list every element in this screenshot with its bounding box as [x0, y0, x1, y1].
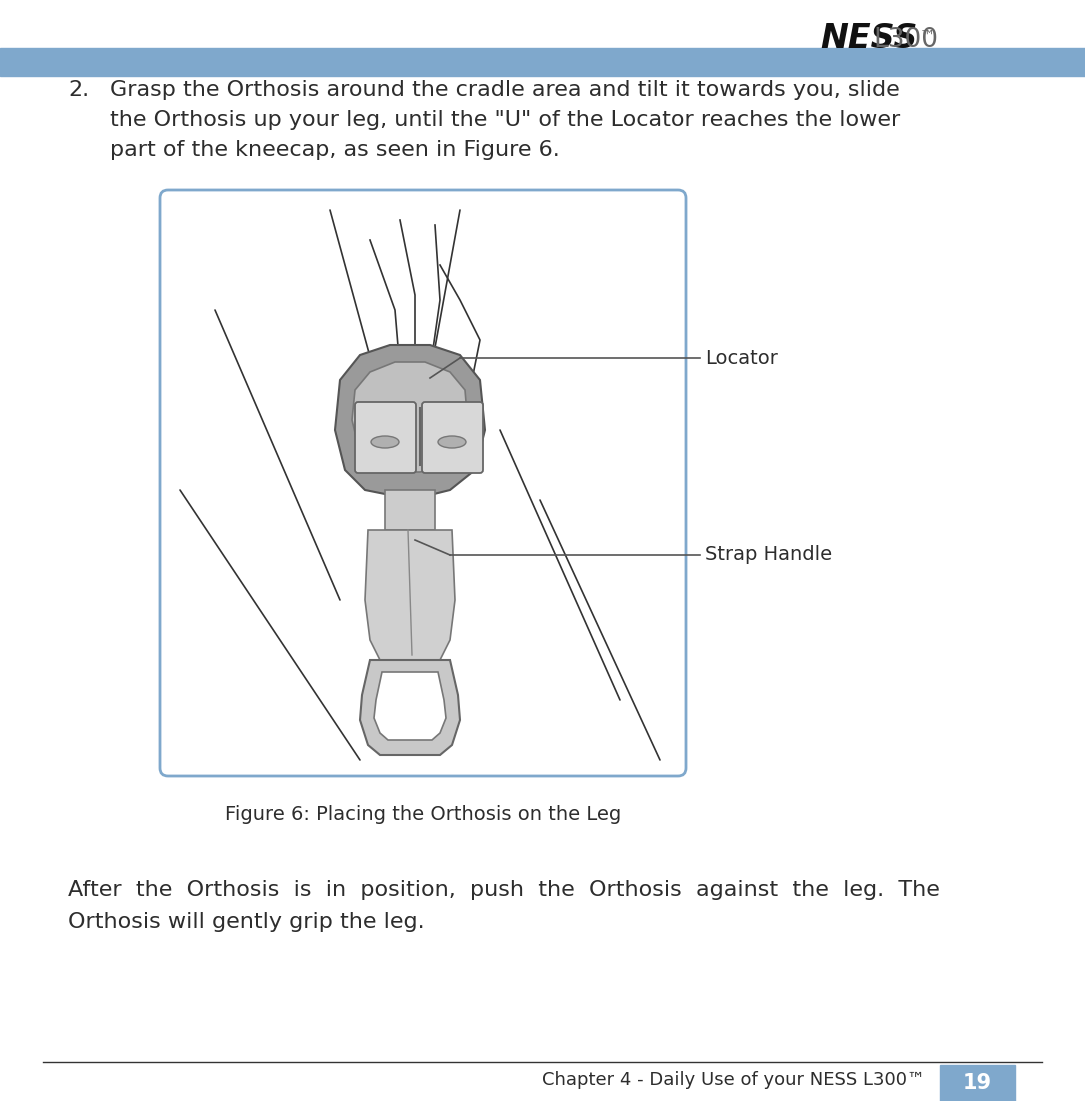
Text: Grasp the Orthosis around the cradle area and tilt it towards you, slide: Grasp the Orthosis around the cradle are…	[110, 80, 899, 100]
Text: ™: ™	[920, 29, 935, 44]
Polygon shape	[374, 672, 446, 740]
Polygon shape	[360, 659, 460, 755]
Bar	[940, 1065, 1014, 1101]
FancyBboxPatch shape	[355, 402, 416, 473]
Text: 2.: 2.	[68, 80, 89, 100]
Bar	[0, 48, 1085, 76]
Ellipse shape	[438, 436, 465, 448]
Text: After  the  Orthosis  is  in  position,  push  the  Orthosis  against  the  leg.: After the Orthosis is in position, push …	[68, 880, 940, 900]
FancyBboxPatch shape	[422, 402, 483, 473]
Polygon shape	[352, 362, 468, 472]
Polygon shape	[365, 530, 455, 659]
Text: Locator: Locator	[705, 349, 778, 368]
Text: 19: 19	[963, 1073, 992, 1093]
Ellipse shape	[371, 436, 399, 448]
Text: Chapter 4 - Daily Use of your NESS L300™: Chapter 4 - Daily Use of your NESS L300™	[542, 1071, 926, 1089]
Text: L300: L300	[873, 28, 939, 53]
Text: the Orthosis up your leg, until the "U" of the Locator reaches the lower: the Orthosis up your leg, until the "U" …	[110, 110, 901, 130]
Text: Orthosis will gently grip the leg.: Orthosis will gently grip the leg.	[68, 912, 424, 933]
Text: Strap Handle: Strap Handle	[705, 545, 832, 565]
Text: NESS: NESS	[820, 22, 918, 55]
Text: Figure 6: Placing the Orthosis on the Leg: Figure 6: Placing the Orthosis on the Le…	[225, 805, 621, 824]
FancyBboxPatch shape	[159, 190, 686, 776]
Polygon shape	[335, 345, 485, 495]
Text: part of the kneecap, as seen in Figure 6.: part of the kneecap, as seen in Figure 6…	[110, 140, 560, 160]
Polygon shape	[385, 490, 435, 530]
